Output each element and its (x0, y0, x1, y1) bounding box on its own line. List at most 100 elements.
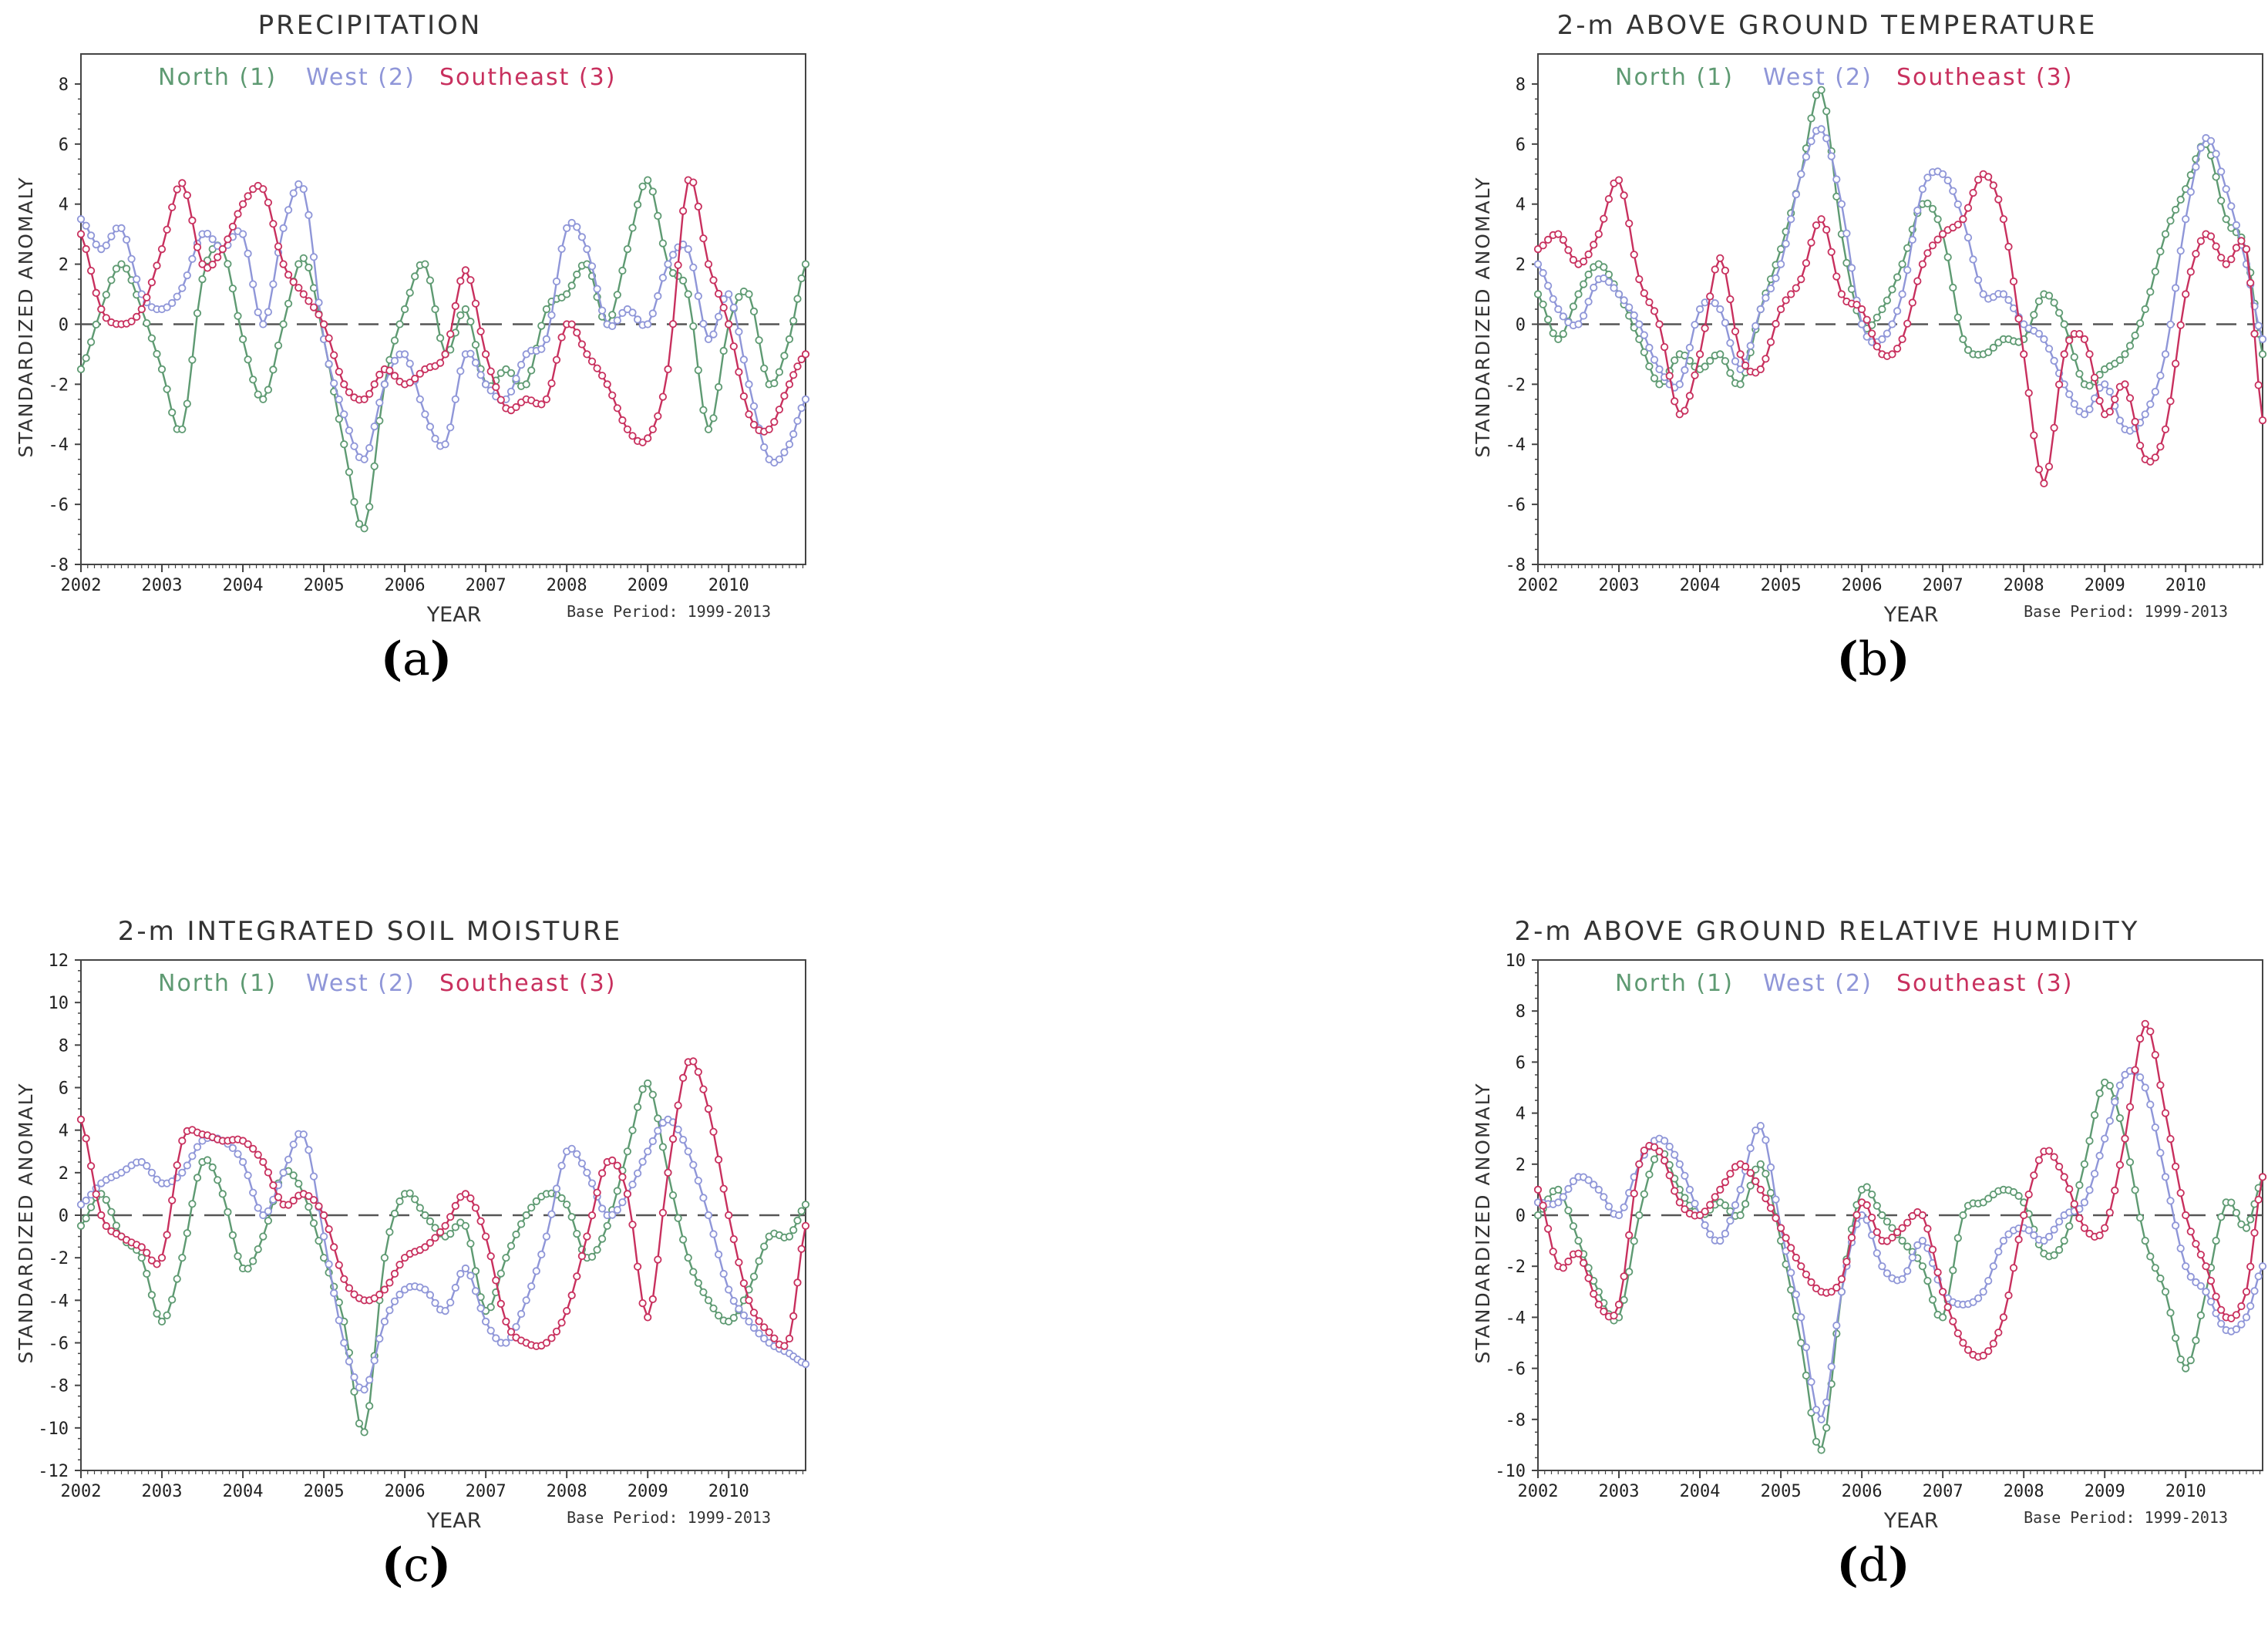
data-point (1963, 204, 1973, 212)
data-point (421, 410, 429, 419)
data-point (2115, 1113, 2125, 1123)
data-point (1832, 175, 1841, 184)
data-point (573, 328, 581, 337)
data-point (760, 364, 769, 372)
data-point (2125, 342, 2135, 350)
data-point (411, 1195, 419, 1204)
data-point (2034, 329, 2044, 338)
x-tick-label: 2009 (2085, 1482, 2125, 1501)
data-point (92, 320, 100, 328)
data-point (1963, 345, 1973, 354)
data-point (385, 1278, 394, 1287)
data-point (522, 350, 530, 359)
data-point (735, 1305, 743, 1313)
data-point (542, 1339, 551, 1347)
y-tick-label: 8 (59, 1036, 69, 1056)
data-point (749, 1309, 759, 1317)
data-point (1762, 1136, 1770, 1144)
data-point (608, 311, 617, 319)
data-point (2242, 1288, 2251, 1296)
data-point (638, 1157, 647, 1166)
legend-item: North (1) (1615, 970, 1734, 997)
data-point (658, 274, 668, 282)
data-point (735, 1258, 743, 1267)
data-point (299, 1130, 308, 1139)
data-point (735, 368, 743, 376)
data-point (143, 1248, 151, 1257)
data-point (1984, 348, 1993, 356)
data-point (2156, 371, 2165, 380)
data-point (2206, 1276, 2216, 1285)
data-point (2161, 350, 2170, 359)
data-point (193, 243, 202, 251)
data-point (244, 192, 252, 200)
data-point (2237, 1302, 2246, 1311)
series-southeast (1533, 1019, 2267, 1361)
data-point (2258, 335, 2267, 343)
data-point (2085, 1186, 2094, 1194)
data-point (1630, 251, 1638, 259)
data-point (1776, 305, 1785, 314)
y-tick-label: -4 (49, 436, 69, 455)
data-point (2009, 277, 2018, 286)
data-point (1898, 290, 1906, 298)
data-point (1878, 1262, 1886, 1271)
data-point (2050, 1251, 2058, 1259)
data-point (2044, 1147, 2054, 1155)
data-point (1923, 249, 1932, 258)
data-point (2212, 1236, 2220, 1245)
data-point (801, 1359, 810, 1369)
data-point (1533, 290, 1543, 298)
data-point (801, 1221, 810, 1230)
data-point (1974, 1294, 1983, 1302)
x-tick-label: 2007 (1923, 1482, 1963, 1501)
data-point (789, 429, 798, 439)
data-point (1802, 1371, 1810, 1380)
data-point (2232, 1325, 2241, 1334)
data-point (2090, 1170, 2099, 1178)
data-point (1999, 1313, 2008, 1322)
data-point (76, 1115, 86, 1123)
data-point (451, 1283, 459, 1292)
data-point (1812, 221, 1821, 230)
data-point (1766, 1188, 1775, 1197)
data-point (729, 303, 738, 312)
data-point (522, 1296, 530, 1305)
data-point (793, 416, 802, 425)
data-point (1883, 329, 1892, 338)
data-point (2034, 1156, 2044, 1164)
data-point (1665, 1142, 1674, 1151)
data-point (2217, 1305, 2226, 1314)
data-point (797, 1207, 806, 1215)
data-point (2196, 1251, 2206, 1259)
data-point (583, 244, 591, 254)
data-point (1873, 313, 1881, 322)
data-point (183, 399, 191, 408)
data-point (1533, 244, 1543, 254)
data-point (797, 355, 806, 364)
data-point (2217, 1213, 2226, 1221)
data-point (375, 1290, 384, 1298)
data-point (2121, 350, 2129, 359)
data-point (2254, 322, 2263, 330)
base-period-label: Base Period: 1999-2013 (2024, 1508, 2228, 1527)
y-tick-label: 4 (1516, 196, 1526, 215)
data-point (1655, 1147, 1664, 1156)
data-point (178, 1168, 187, 1177)
data-point (249, 376, 257, 384)
data-point (147, 1168, 156, 1177)
data-point (345, 388, 353, 396)
data-point (1878, 335, 1886, 343)
data-point (1928, 204, 1937, 213)
data-point (97, 244, 106, 254)
data-point (1544, 235, 1553, 244)
data-point (1580, 312, 1588, 320)
data-point (577, 340, 587, 349)
data-point (789, 316, 798, 325)
data-point (1681, 406, 1689, 415)
data-point (1994, 1248, 2003, 1256)
data-point (573, 1229, 581, 1238)
data-point (157, 1317, 167, 1326)
data-point (583, 350, 591, 359)
series-west (76, 1115, 810, 1394)
